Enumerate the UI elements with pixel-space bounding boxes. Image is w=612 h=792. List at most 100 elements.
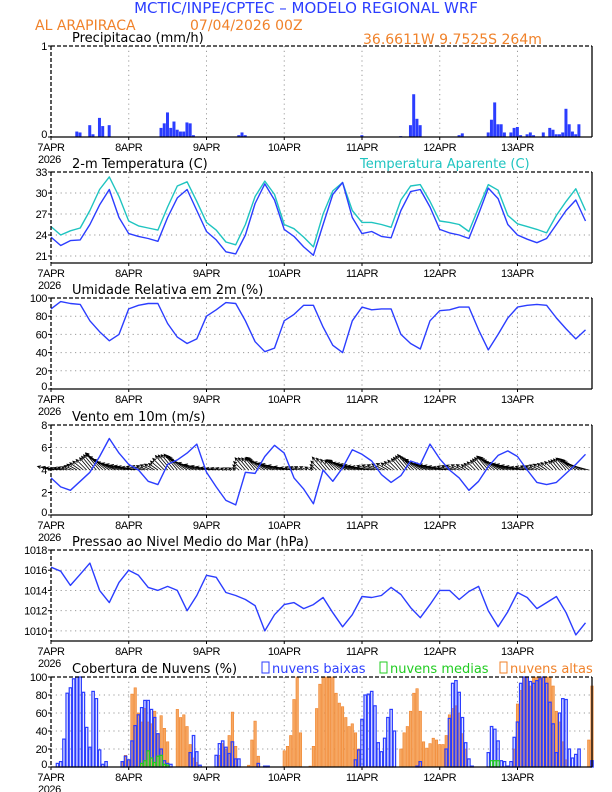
wind-vector [380,462,392,471]
panel-2: Umidade Relativa em 2m (%) 0 20 40 60 80 100 7A… [30,283,593,418]
cloud-bar-low [544,682,549,768]
wind-vector [550,459,560,471]
precip-bar [551,129,555,137]
wind-vector [356,464,376,471]
legend-swatch [261,661,270,674]
apparent-temperature-line [50,176,587,248]
wind-vector [466,461,476,471]
x-tick-label: 11APR [346,520,378,532]
wind-vector [233,460,243,471]
cloud-bar-low [188,751,193,768]
cloud-bar-high [409,710,413,768]
year-label: 2026 [38,658,61,670]
wind-vector [469,459,479,471]
x-tick-label: 12APR [423,772,456,784]
cloud-bar-low [548,701,552,768]
cloud-bar-low [522,676,526,768]
cloud-bar-high [422,741,426,768]
y-tick-label: 80 [36,690,48,702]
wind-vector [183,463,204,471]
legend-label: Temperatura Aparente (C) [359,157,530,172]
precip-bar [166,112,169,137]
cloud-bar-low [220,740,225,768]
cloud-bar-low [363,694,368,768]
cloud-bar-low [143,699,147,768]
x-tick-label: 12APR [423,520,456,532]
cloud-bar-low [224,746,228,768]
cloud-bar-high [331,676,335,768]
cloud-bar-low [554,751,559,768]
y-tick-label: 80 [36,311,48,323]
cloud-bar-high [347,726,351,768]
wind-vector [311,456,324,471]
x-tick-label: 12APR [423,142,456,154]
cloud-bar-high [418,710,422,768]
year-label: 2026 [38,406,61,418]
wind-vector [157,454,172,471]
precip-bar [541,132,545,137]
cloud-bar-low [518,682,523,768]
wind-vector [455,464,466,471]
wind-vector [309,467,314,471]
cloud-bar-low [557,712,562,768]
x-tick-label: 7APR [37,520,65,532]
cloud-bar-low [570,757,575,768]
wind-vector [75,458,87,471]
precip-bar [360,135,364,137]
cloud-bar-high [285,745,290,768]
cloud-bar-high [311,745,315,768]
cloud-bar-low [418,760,423,768]
wind-vector [366,464,382,471]
precip-bar [175,129,179,137]
precip-bar [554,134,558,137]
x-tick-label: 11APR [346,394,378,406]
cloud-bar-high [412,692,416,768]
run-datetime: 07/04/2026 00Z [190,18,303,34]
y-tick-label: 60 [36,708,48,720]
precip-bar [243,135,247,137]
series-line [50,300,586,354]
year-label: 2026 [38,532,61,544]
precip-bar [178,131,182,137]
cloud-bar-low [541,676,546,768]
cloud-bar-high [405,726,409,768]
x-tick-label: 8APR [115,646,143,658]
cloud-bar-low [75,676,79,768]
cloud-bar-high [425,747,429,768]
precip-bar [418,125,422,137]
cloud-bar-low [94,697,99,768]
precip-bar [564,108,568,137]
cloud-bar-high [350,723,354,768]
precip-bar [97,117,101,137]
precip-bar [493,102,497,137]
precip-bar [415,118,419,137]
cloud-bar-low [444,748,449,768]
station-coords: 36.6611W 9.7525S 264m [363,32,542,48]
precip-bar [499,124,503,137]
cloud-bar-high [402,732,406,768]
cloud-bar-high [399,748,403,768]
wind-vector [72,460,84,471]
wind-vector [135,464,149,471]
wind-vector [241,457,253,471]
precip-bar [457,135,461,137]
wind-vector [261,462,285,471]
cloud-bar-high [344,717,348,768]
cloud-bar-low [194,751,199,768]
cloud-bar-low [525,676,530,768]
wind-vector [436,465,453,471]
wind-vector [237,457,249,471]
wind-vector [528,464,541,471]
precip-bar [460,133,464,137]
cloud-bar-low [450,682,455,768]
precip-bar [162,123,166,137]
cloud-bar-low [97,749,102,768]
cloud-bar-high [415,688,419,768]
panel-title: 2-m Temperatura (C) [72,157,208,172]
precip-bar [412,94,416,137]
cloud-bar-low [81,691,86,768]
cloud-bar-low [509,760,513,768]
series-line [50,562,587,636]
cloud-bar-low [551,723,555,768]
wind-vector [160,453,175,471]
